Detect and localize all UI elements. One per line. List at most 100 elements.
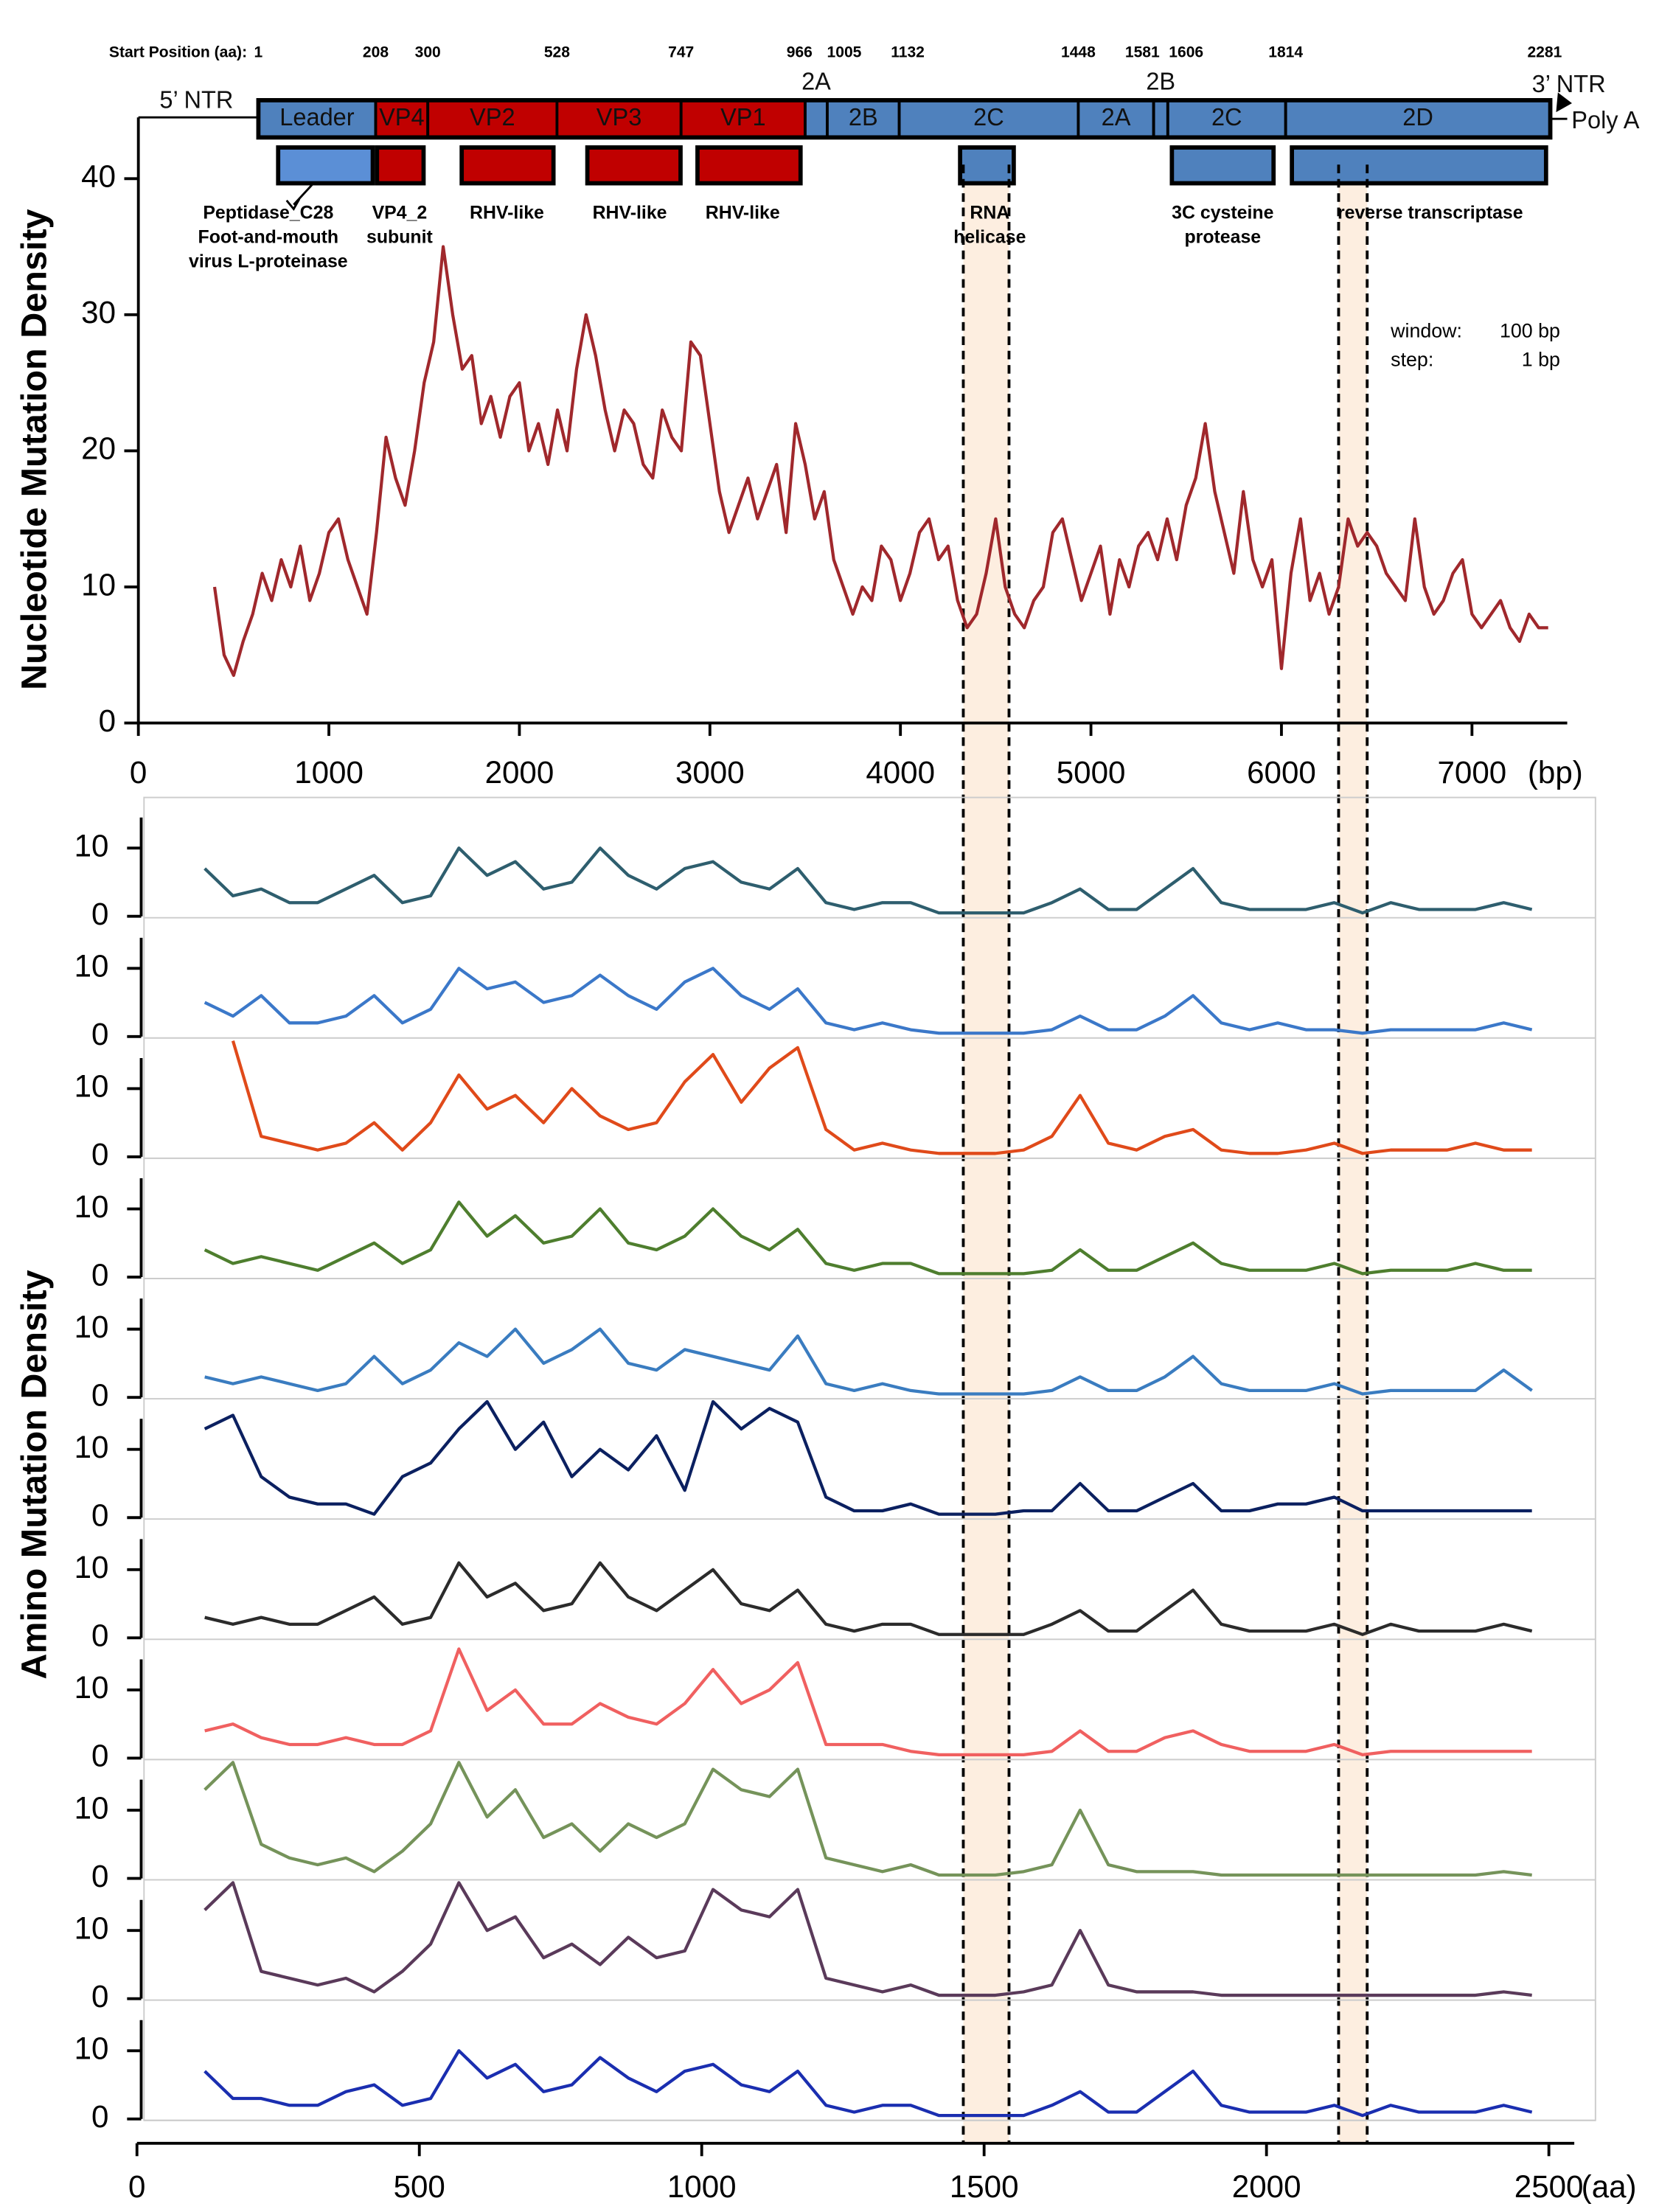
domain-label-line: virus L-proteinase <box>189 251 348 271</box>
y-tick-label: 0 <box>91 1498 108 1532</box>
panel: 0 10 <box>74 1881 1596 2014</box>
y-tick-label: 0 <box>91 2099 108 2134</box>
y-tick-label: 0 <box>91 1257 108 1292</box>
y-tick-label: 10 <box>74 828 109 863</box>
x-tick-label: 3000 <box>675 755 745 790</box>
domain-label-line: VP4_2 <box>372 202 428 223</box>
segment-label: 2D <box>1402 103 1433 131</box>
start-position: 528 <box>544 44 570 60</box>
domain-label-line: RHV-like <box>706 202 780 223</box>
x-tick-label: 2000 <box>1232 2169 1301 2204</box>
poly-a-label: Poly A <box>1571 106 1639 133</box>
segment-label: VP3 <box>597 103 642 131</box>
panel: 0 10 <box>74 817 1596 931</box>
panel: 0 10 <box>74 1178 1596 1292</box>
segment-label: VP2 <box>470 103 515 131</box>
domain-box <box>375 145 426 186</box>
segment-label: 2B <box>849 103 878 131</box>
start-position: 300 <box>415 44 441 60</box>
y-tick-label: 10 <box>74 2031 109 2065</box>
x-tick-label: 2000 <box>485 755 554 790</box>
x-tick-label: 4000 <box>866 755 935 790</box>
x-tick-label: 1000 <box>294 755 364 790</box>
genome-segment <box>1152 98 1169 139</box>
domain-label: reverse transcriptase <box>1338 202 1523 223</box>
start-position: 1448 <box>1061 44 1096 60</box>
data-line <box>204 1881 1532 1997</box>
segment-label: 2A <box>801 67 831 94</box>
start-position: 747 <box>668 44 694 60</box>
panel: 0 10 <box>74 1647 1596 1773</box>
segment-label: 2A <box>1102 103 1131 131</box>
x-tick-label: 6000 <box>1247 755 1316 790</box>
data-line <box>204 1761 1532 1877</box>
x-tick-label: 0 <box>130 755 147 790</box>
y-tick-label: 10 <box>74 948 109 983</box>
poly-a-arrow <box>1550 92 1572 120</box>
domain-label-line: Foot-and-mouth <box>198 226 339 247</box>
x-unit: (bp) <box>1528 755 1583 790</box>
domain-label-line: subunit <box>366 226 433 247</box>
start-position: 2281 <box>1527 44 1562 60</box>
panel: 0 10 <box>74 1539 1596 1653</box>
domain-label: RHV-like <box>470 202 544 223</box>
x-tick-label: 7000 <box>1437 755 1506 790</box>
domain-box <box>276 145 375 186</box>
ntr5-label: 5’ NTR <box>159 86 233 113</box>
segment-label: VP4 <box>379 103 425 131</box>
ntr3-label: 3’ NTR <box>1532 70 1606 97</box>
annotation-value: 100 bp <box>1500 319 1560 341</box>
start-position: 1581 <box>1125 44 1160 60</box>
domain-label: RHV-like <box>593 202 667 223</box>
domain-label: 3C cysteine protease <box>1172 202 1273 247</box>
domain-label-line: protease <box>1184 226 1261 247</box>
y-tick-label: 0 <box>91 1137 108 1172</box>
start-position-label: Start Position (aa): <box>109 44 247 60</box>
y-tick-label: 0 <box>91 1738 108 1773</box>
start-position: 1606 <box>1169 44 1203 60</box>
annotation-label: window: <box>1390 319 1462 341</box>
y-tick-label: 10 <box>74 1068 109 1103</box>
genome-segment <box>1166 98 1287 139</box>
y-axis-title: Nucleotide Mutation Density <box>15 209 55 690</box>
start-position: 966 <box>787 44 813 60</box>
data-line <box>204 846 1533 915</box>
start-position: 1 <box>254 44 263 60</box>
domain-arrow <box>285 182 315 212</box>
y-axis-title: Amino Mutation Density <box>15 1270 55 1680</box>
domain-label-line: RNA <box>970 202 1009 223</box>
segment-label: VP1 <box>720 103 766 131</box>
y-tick-label: 0 <box>91 1979 108 2014</box>
domain-label: Peptidase_C28 Foot-and-mouth virus L-prote… <box>189 202 348 271</box>
y-tick-label: 0 <box>99 703 116 738</box>
data-line <box>204 1327 1533 1396</box>
x-tick-label: 2500 <box>1514 2169 1584 2204</box>
annotation-label: step: <box>1391 348 1433 370</box>
panel: 0 10 <box>74 937 1596 1051</box>
y-tick-label: 0 <box>91 1377 108 1412</box>
x-tick-label: 5000 <box>1057 755 1126 790</box>
domain-box <box>958 145 1016 186</box>
x-tick-label: 500 <box>394 2169 445 2204</box>
domain-label: RHV-like <box>706 202 780 223</box>
y-tick-label: 10 <box>74 1670 109 1705</box>
data-line <box>204 1200 1532 1276</box>
y-tick-label: 40 <box>81 159 116 193</box>
y-tick-label: 10 <box>74 1790 109 1825</box>
y-tick-label: 10 <box>74 1910 109 1945</box>
genome-segment <box>804 98 829 139</box>
y-tick-label: 10 <box>74 1189 109 1224</box>
start-position: 208 <box>363 44 389 60</box>
panel: 0 10 <box>74 1040 1596 1172</box>
y-tick-label: 10 <box>74 1430 109 1464</box>
y-tick-label: 30 <box>81 295 116 330</box>
start-position: 1005 <box>827 44 862 60</box>
domain-label-line: RHV-like <box>470 202 544 223</box>
domain-label: RNA helicase <box>953 202 1026 247</box>
domain-box <box>1290 145 1548 186</box>
y-tick-label: 0 <box>91 1859 108 1893</box>
y-tick-label: 0 <box>91 1017 108 1051</box>
